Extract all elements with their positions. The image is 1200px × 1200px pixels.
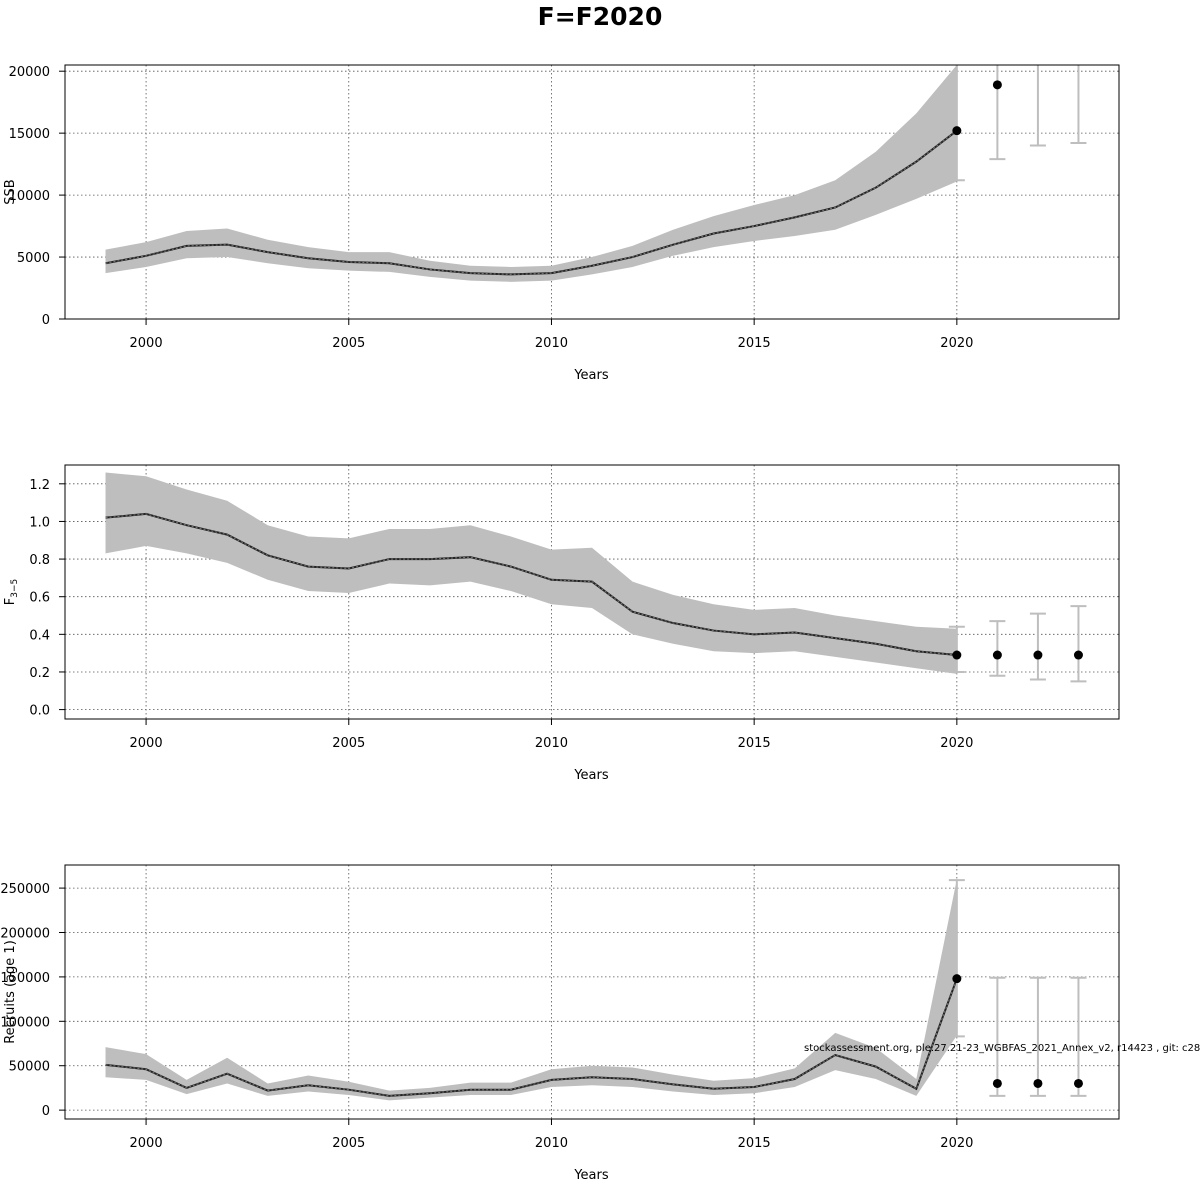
forecast-point: [1033, 650, 1043, 660]
forecast-point: [1033, 1078, 1043, 1088]
x-tick-label: 2000: [130, 1136, 163, 1151]
x-tick-label: 2015: [738, 336, 771, 351]
plot-frame: [64, 64, 1120, 320]
y-tick-label: 250000: [0, 882, 50, 897]
y-tick-label: 1.2: [29, 478, 50, 493]
y-axis-label-text: F: [3, 598, 18, 605]
y-tick-label: 200000: [0, 926, 50, 941]
forecast-point: [992, 1078, 1002, 1088]
x-tick-label: 2020: [940, 336, 973, 351]
y-tick-label: 0: [42, 1104, 50, 1119]
y-tick-label: 10000: [9, 189, 50, 204]
ssb-panel: 2000 2005 2010 2015 2020 0 5000 10000 15000 20000…: [3, 64, 1120, 383]
x-tick-label: 2000: [130, 336, 163, 351]
recruits-panel: 2000 2005 2010 2015 2020 0 50000 100000 150000 20…: [0, 864, 1120, 1183]
y-tick-label: 150000: [0, 971, 50, 986]
forecast-point: [992, 80, 1002, 90]
x-tick-label: 2010: [535, 736, 568, 751]
x-tick-label: 2005: [332, 336, 365, 351]
forecast-point: [952, 974, 962, 984]
y-tick-label: 1.0: [29, 515, 50, 530]
x-axis-label: Years: [573, 768, 609, 783]
f-panel: 2000 2005 2010 2015 2020 0.0 0.2 0.4 0.6 0.8 1.0 1.…: [3, 464, 1120, 783]
x-axis-label: Years: [573, 368, 609, 383]
y-tick-label: 5000: [17, 251, 50, 266]
x-tick-label: 2020: [940, 736, 973, 751]
footnote: stockassessment.org, ple.27.21-23_WGBFAS…: [804, 1043, 1200, 1054]
y-tick-label: 0.4: [29, 628, 50, 643]
y-tick-label: 0.8: [29, 553, 50, 568]
y-tick-label: 50000: [9, 1060, 50, 1075]
x-tick-label: 2005: [332, 736, 365, 751]
y-tick-label: 0.0: [29, 704, 50, 719]
confidence-band: [105, 879, 957, 1101]
x-tick-label: 2000: [130, 736, 163, 751]
x-tick-label: 2020: [940, 1136, 973, 1151]
y-axis-label-text: SSB: [3, 179, 18, 204]
x-tick-label: 2015: [738, 736, 771, 751]
estimate-line-dashes: [105, 130, 958, 275]
x-tick-label: 2010: [535, 1136, 568, 1151]
y-axis-label-subscript: 3−5: [10, 579, 20, 598]
y-tick-label: 0.2: [29, 666, 50, 681]
x-tick-label: 2015: [738, 1136, 771, 1151]
forecast-point: [1073, 1078, 1083, 1088]
confidence-band: [105, 65, 957, 282]
y-tick-label: 0.6: [29, 591, 50, 606]
y-axis-label: Recruits (age 1): [3, 940, 18, 1044]
x-axis-label: Years: [573, 1168, 609, 1183]
figure-title: F=F2020: [538, 2, 663, 31]
y-axis-label-text: Recruits (age 1): [3, 940, 18, 1044]
x-tick-label: 2010: [535, 336, 568, 351]
x-tick-label: 2005: [332, 1136, 365, 1151]
y-tick-label: 20000: [9, 65, 50, 80]
y-tick-label: 100000: [0, 1015, 50, 1030]
estimate-line-dashes: [105, 978, 958, 1097]
forecast-point: [952, 126, 962, 136]
forecast-point: [952, 650, 962, 660]
plot-frame: [64, 464, 1120, 720]
y-axis-label: F3−5: [3, 579, 20, 605]
y-tick-label: 15000: [9, 127, 50, 142]
forecast-point: [1073, 650, 1083, 660]
plot-frame: [64, 864, 1120, 1120]
y-axis-label: SSB: [3, 179, 18, 204]
forecast-point: [992, 650, 1002, 660]
estimate-line: [105, 512, 957, 657]
y-tick-label: 0: [42, 313, 50, 328]
